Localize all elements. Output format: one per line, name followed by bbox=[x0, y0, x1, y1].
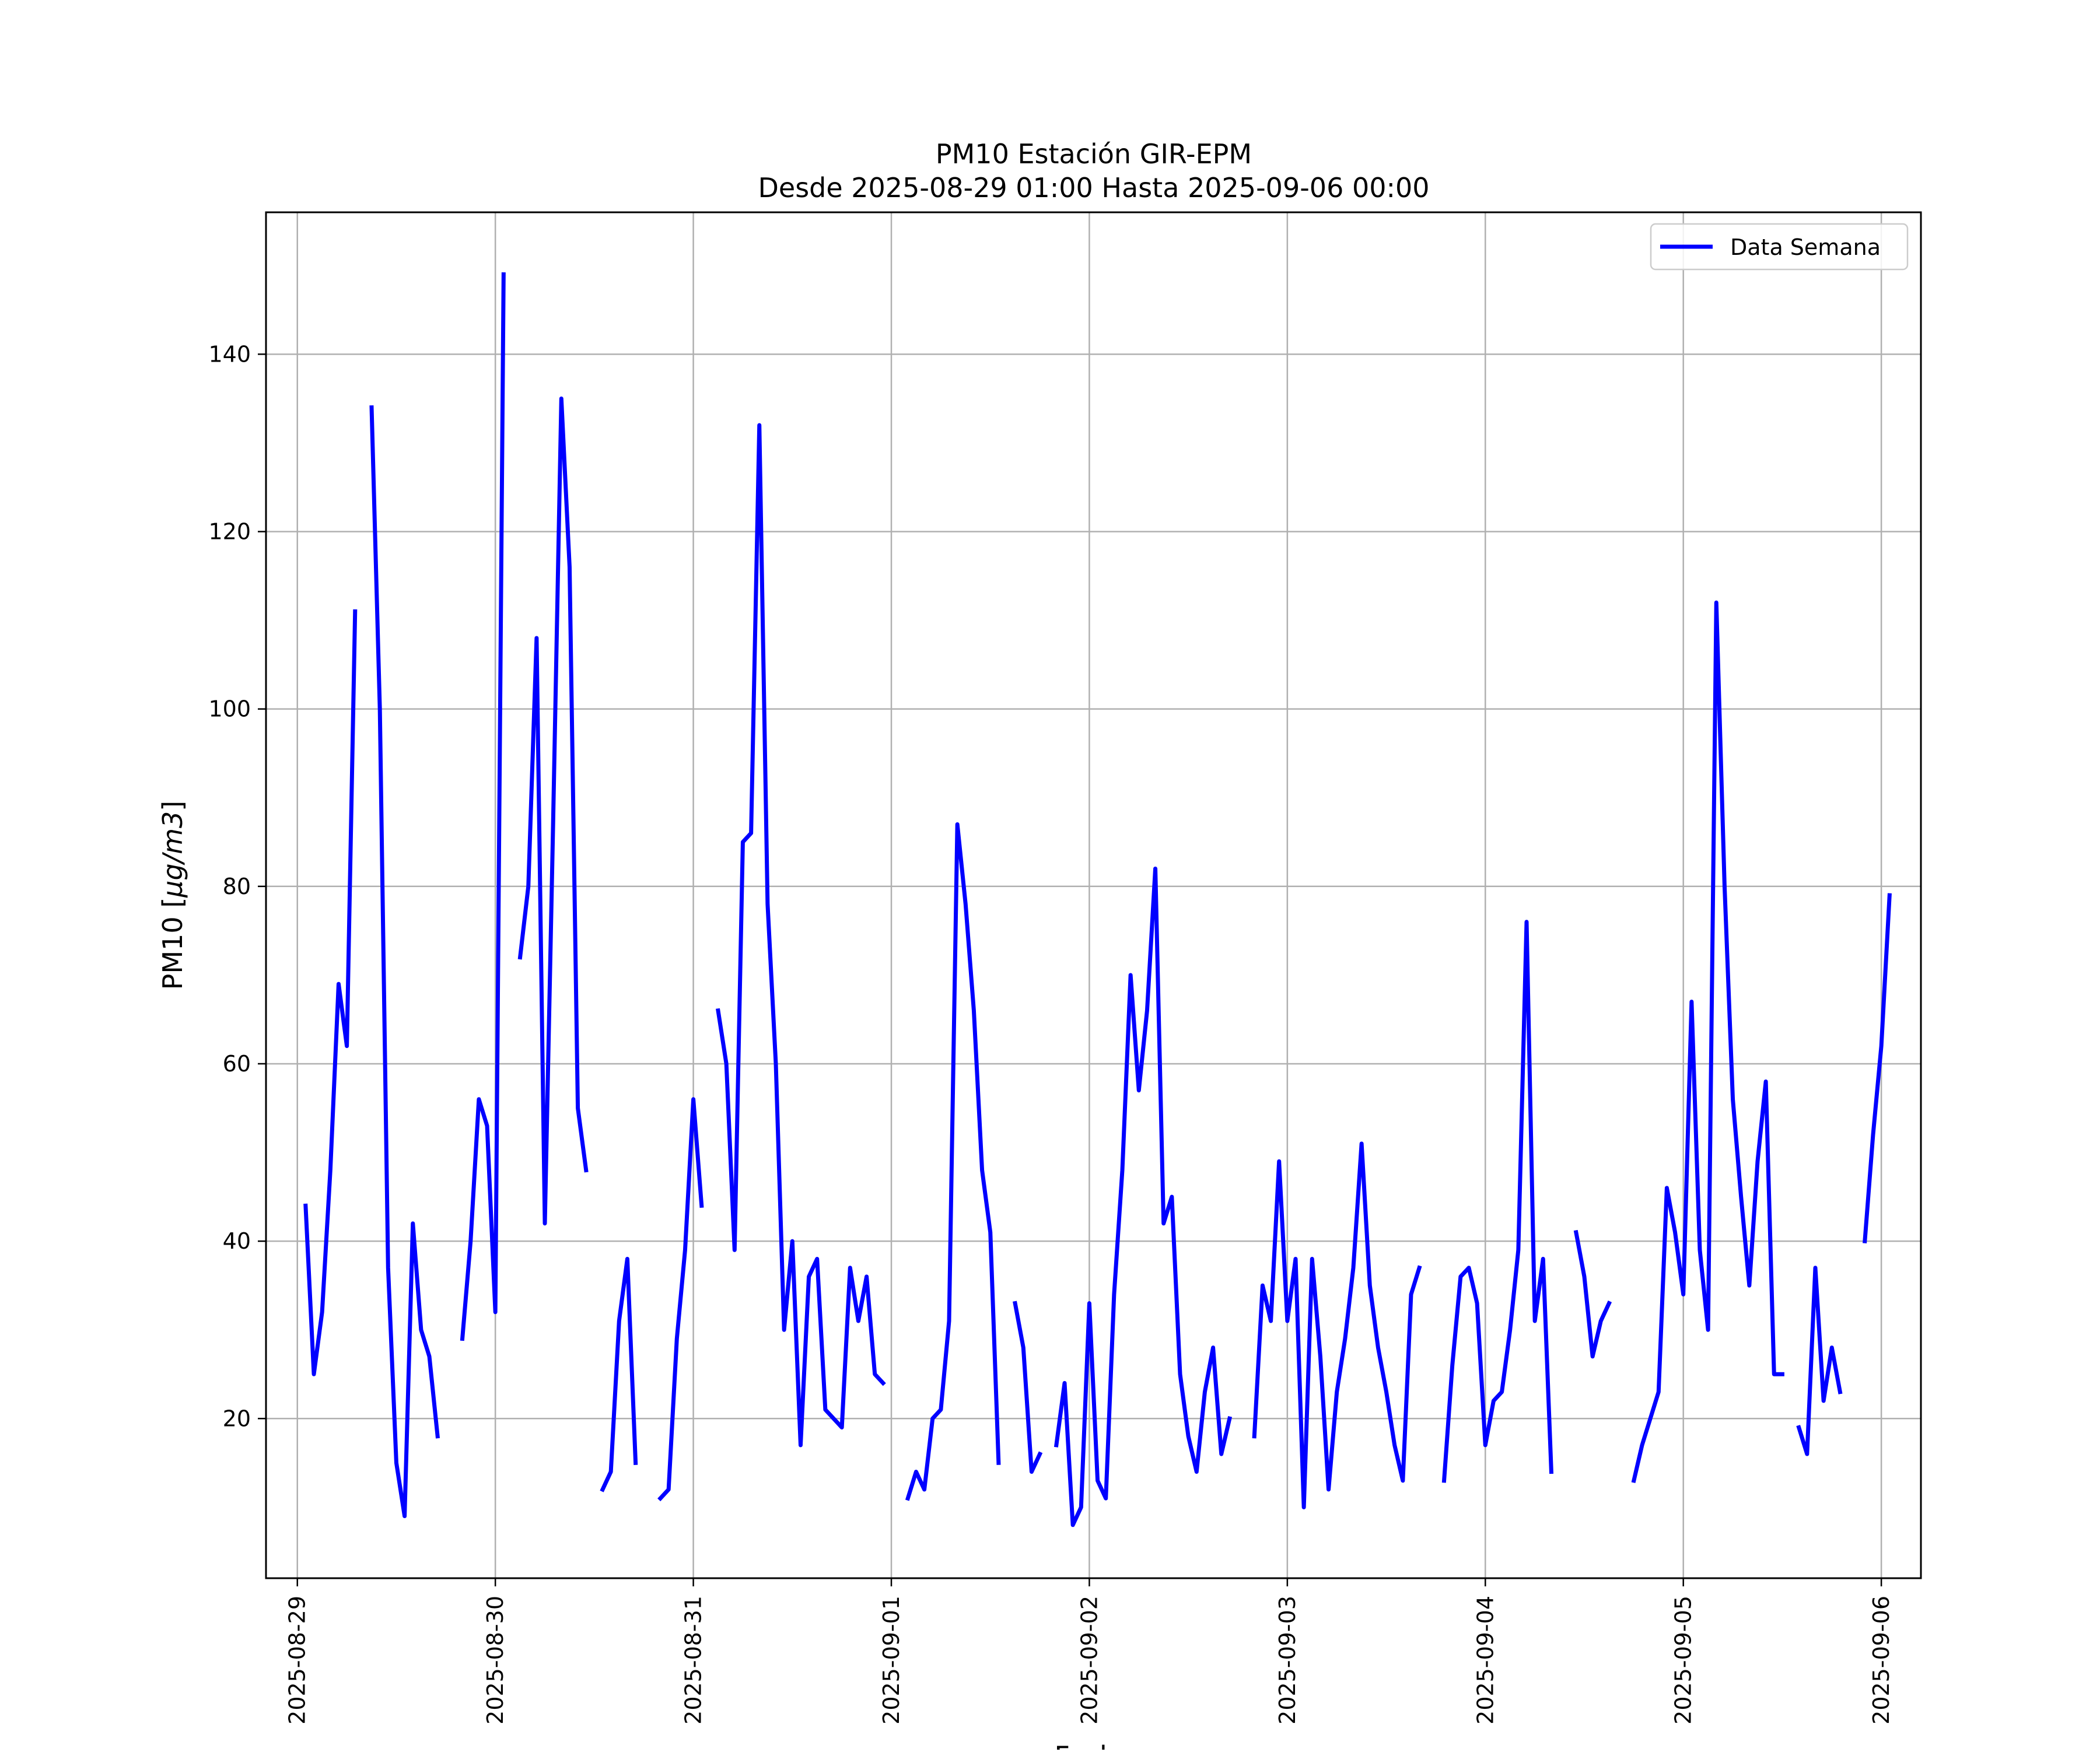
series-line-segment-1 bbox=[369, 405, 440, 1519]
x-axis-ticks: 2025-08-29 2025-08-30 2025-08-31 2025-09-01… bbox=[285, 1578, 1894, 1725]
y-tick-label: 120 bbox=[208, 518, 251, 544]
series-line-segment-15 bbox=[1863, 893, 1892, 1243]
y-tick-label: 60 bbox=[223, 1051, 251, 1077]
x-tick-label: 2025-09-01 bbox=[878, 1596, 904, 1725]
series-line-segment-4 bbox=[600, 1257, 638, 1492]
series-line-segment-10 bbox=[1252, 1141, 1422, 1509]
chart-title: PM10 Estación GIR-EPM bbox=[936, 138, 1252, 170]
series-line-segment-2 bbox=[460, 272, 506, 1341]
x-tick-label: 2025-08-31 bbox=[681, 1596, 706, 1725]
y-axis-label-close: ] bbox=[157, 801, 188, 811]
x-axis-label: Fecha bbox=[1055, 1740, 1133, 1750]
data-series-group bbox=[303, 272, 1892, 1527]
y-tick-label: 40 bbox=[223, 1228, 251, 1254]
series-line-segment-7 bbox=[905, 822, 1001, 1501]
series-line-segment-3 bbox=[517, 396, 589, 1226]
y-axis-label: PM10 [μg/m3] bbox=[157, 801, 188, 990]
x-tick-label: 2025-09-04 bbox=[1472, 1596, 1498, 1725]
series-line-segment-11 bbox=[1441, 920, 1554, 1483]
series-line-segment-8 bbox=[1013, 1301, 1043, 1474]
x-tick-label: 2025-09-05 bbox=[1671, 1596, 1696, 1725]
y-tick-label: 140 bbox=[208, 341, 251, 367]
series-line-segment-5 bbox=[657, 1097, 704, 1502]
legend-box bbox=[1650, 223, 1909, 271]
series-line-segment-0 bbox=[303, 609, 358, 1376]
series-line-segment-14 bbox=[1796, 1266, 1843, 1456]
x-tick-label: 2025-08-29 bbox=[285, 1596, 310, 1725]
x-tick-label: 2025-09-06 bbox=[1868, 1596, 1894, 1725]
y-tick-label: 80 bbox=[223, 874, 251, 899]
plot-frame bbox=[265, 211, 1922, 1579]
series-data-semana bbox=[303, 272, 1892, 1527]
y-axis-label-unit: μg/m3 bbox=[157, 811, 188, 898]
y-tick-label: 20 bbox=[223, 1406, 251, 1431]
legend-label-data-semana: Data Semana bbox=[1730, 234, 1881, 260]
x-tick-label: 2025-09-02 bbox=[1076, 1596, 1102, 1725]
series-line-segment-9 bbox=[1054, 866, 1233, 1527]
series-line-segment-13 bbox=[1631, 600, 1784, 1483]
legend: Data Semana bbox=[1650, 223, 1909, 271]
y-axis-label-main: PM10 [ bbox=[157, 898, 188, 990]
series-line-segment-12 bbox=[1573, 1229, 1612, 1359]
y-tick-label: 100 bbox=[208, 696, 251, 722]
series-line-segment-6 bbox=[716, 423, 886, 1448]
x-tick-label: 2025-08-30 bbox=[482, 1596, 508, 1725]
x-tick-label: 2025-09-03 bbox=[1275, 1596, 1300, 1725]
y-axis-ticks: 20 40 60 80 100 120 140 bbox=[208, 341, 266, 1431]
chart-subtitle: Desde 2025-08-29 01:00 Hasta 2025-09-06 … bbox=[758, 172, 1429, 204]
